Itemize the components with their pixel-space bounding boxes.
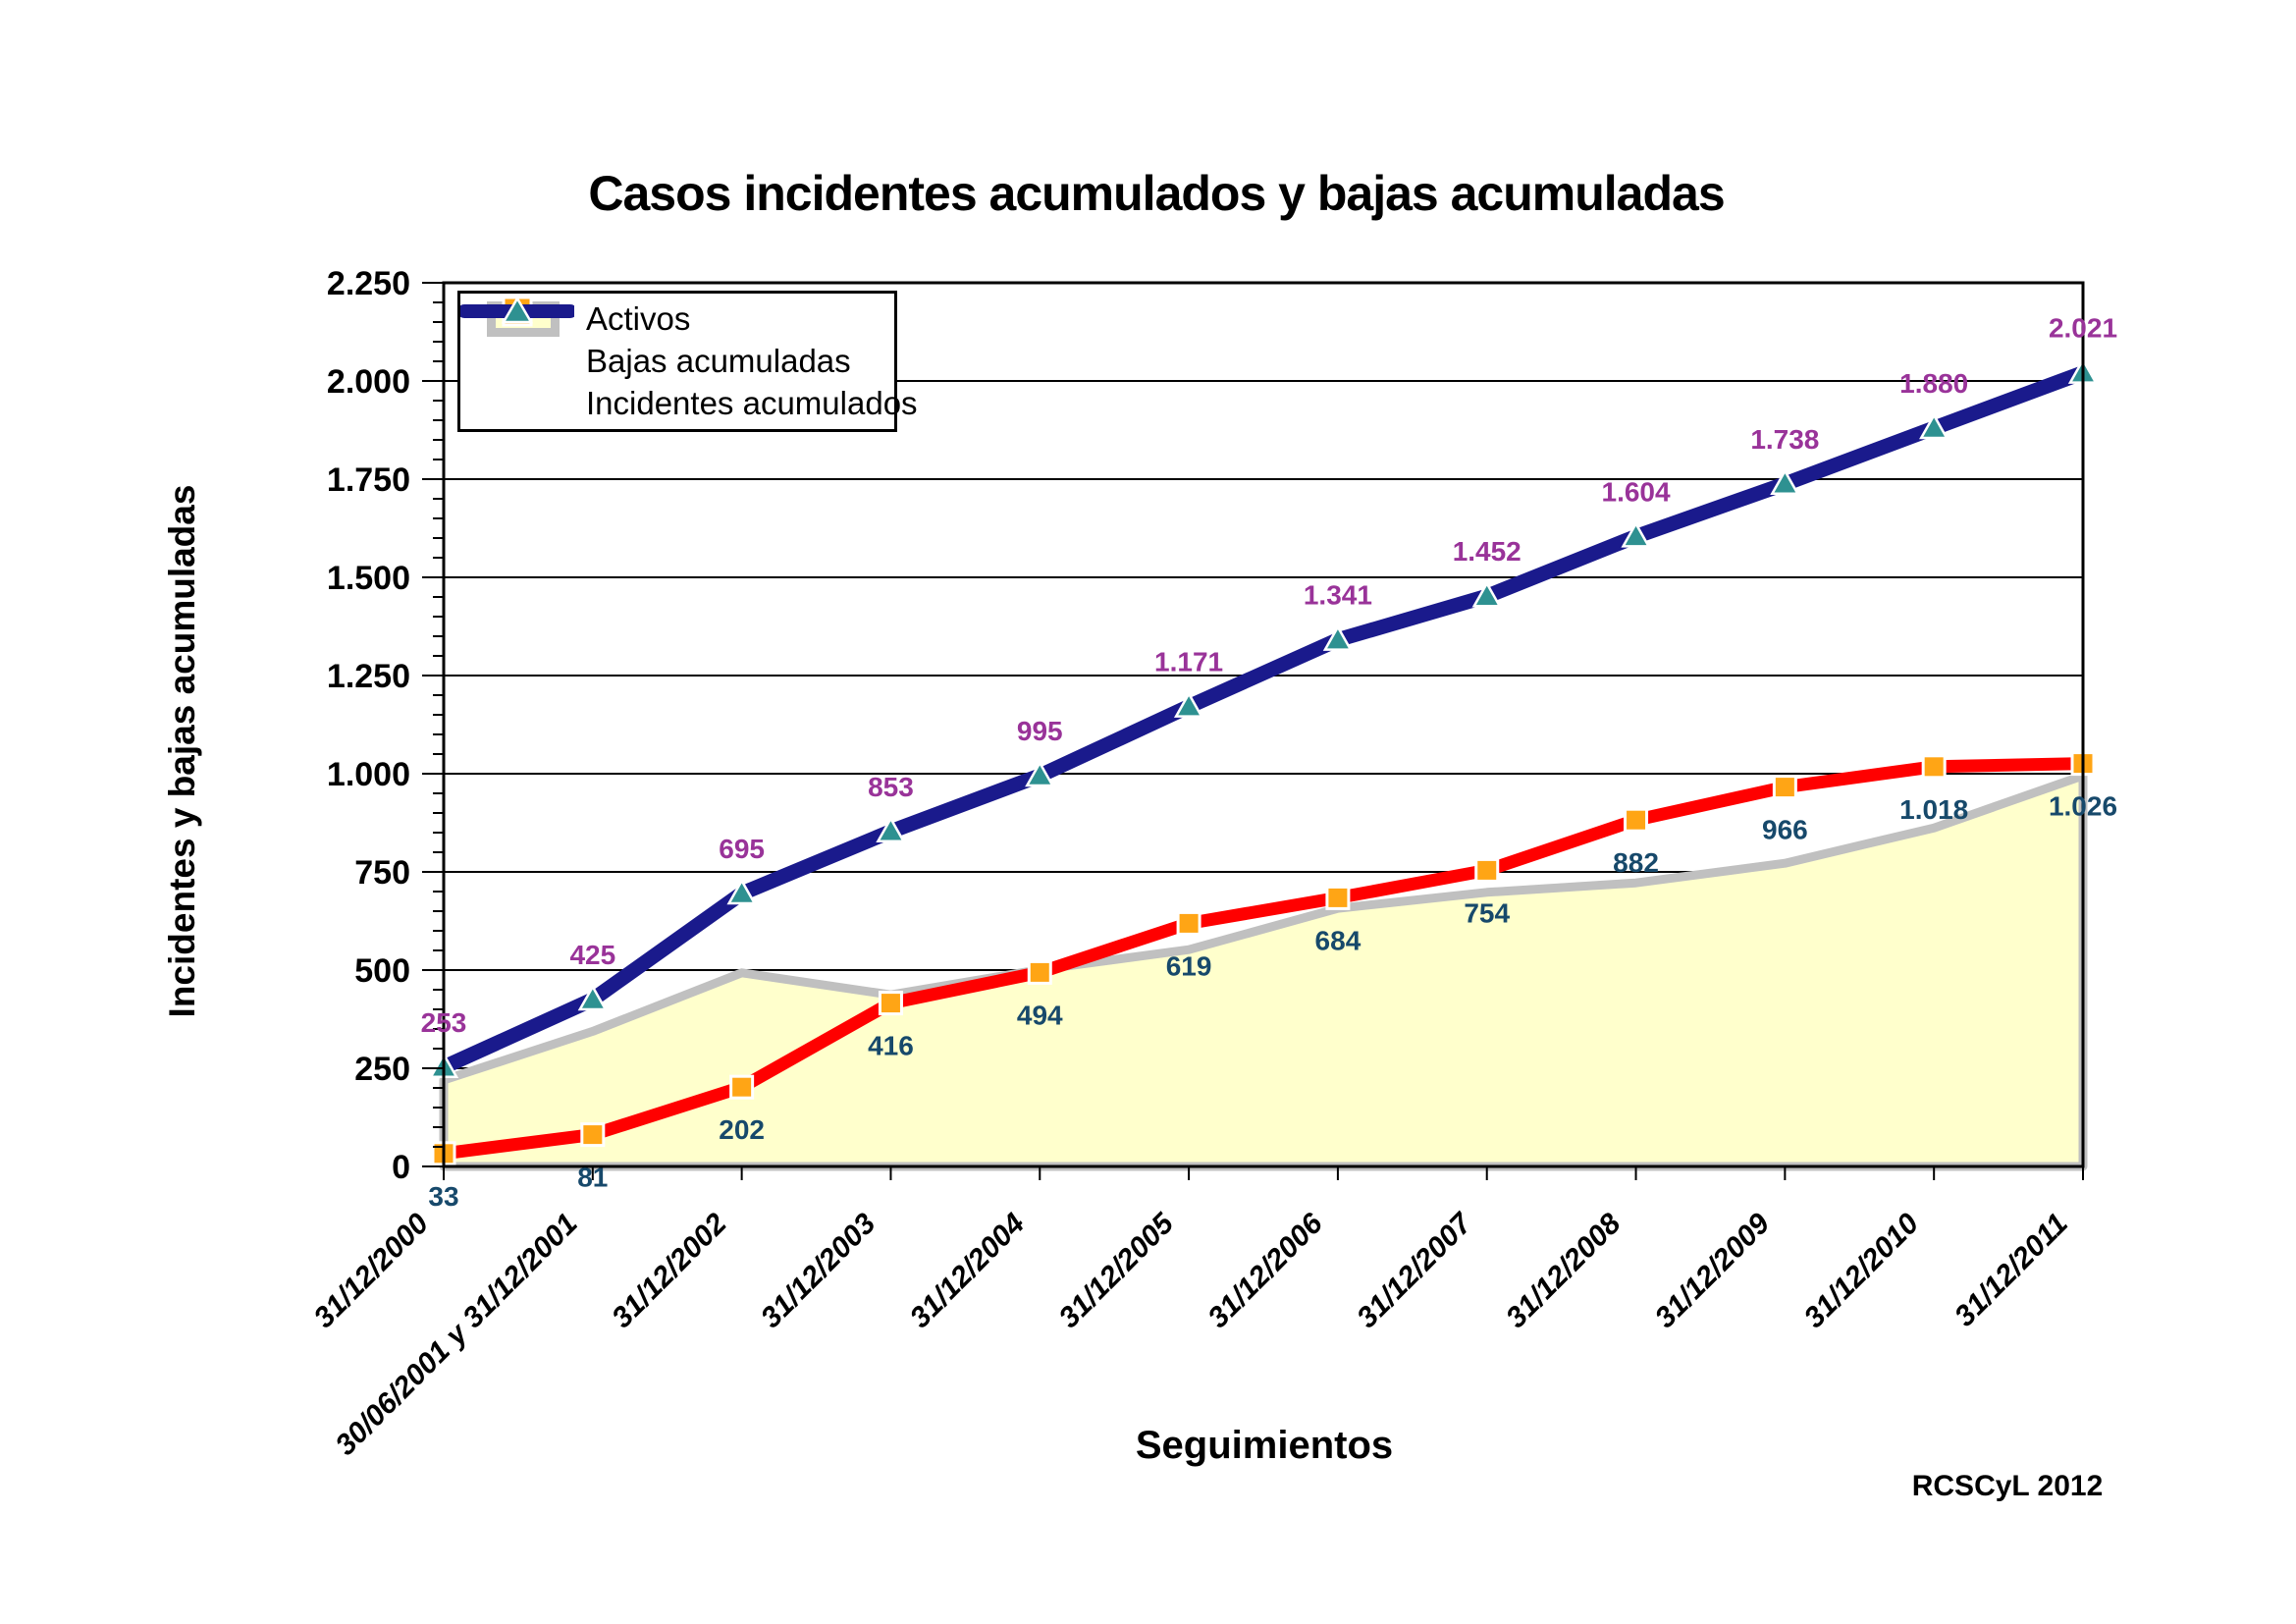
- incidentes-data-label: 253: [421, 1007, 467, 1038]
- bajas-data-label: 33: [428, 1181, 458, 1212]
- incidentes-data-label: 1.452: [1453, 536, 1522, 567]
- incidentes-data-label: 853: [868, 772, 914, 802]
- bajas-data-label: 202: [719, 1114, 765, 1145]
- y-tick-label: 2.000: [327, 363, 410, 401]
- y-tick-label: 1.750: [327, 461, 410, 499]
- x-tick-label: 31/12/2003: [755, 1207, 882, 1334]
- chart-title: Casos incidentes acumulados y bajas acum…: [588, 166, 1725, 221]
- incidentes-data-label: 1.738: [1750, 424, 1819, 455]
- incidentes-data-label: 1.880: [1899, 368, 1968, 399]
- y-tick-label: 250: [354, 1051, 410, 1088]
- incidentes-data-label: 695: [719, 834, 765, 864]
- x-tick-label: 31/12/2004: [904, 1207, 1032, 1334]
- x-tick-label: 31/12/2006: [1201, 1207, 1329, 1334]
- bajas-data-label: 494: [1017, 1000, 1063, 1030]
- incidentes-data-label: 995: [1017, 716, 1063, 746]
- bajas-data-label: 81: [577, 1163, 608, 1193]
- x-tick-label: 31/12/2000: [307, 1207, 435, 1334]
- bajas-data-label: 619: [1166, 950, 1212, 981]
- legend-item-incidentes: Incidentes acumulados: [460, 296, 918, 425]
- bajas-data-label: 754: [1464, 897, 1510, 928]
- x-tick-label: 31/12/2007: [1351, 1207, 1478, 1334]
- bajas-data-label: 1.018: [1899, 794, 1968, 825]
- y-axis-title: Incidentes y bajas acumuladas: [162, 484, 202, 1018]
- x-tick-label: 31/12/2005: [1053, 1207, 1181, 1334]
- legend-label: Activos: [586, 299, 691, 337]
- bajas-data-label: 684: [1315, 925, 1362, 955]
- x-tick-label: 31/12/2011: [1949, 1208, 2074, 1333]
- x-tick-label: 31/12/2010: [1798, 1207, 1926, 1334]
- y-tick-label: 1.250: [327, 658, 410, 695]
- credit-text: RCSCyL 2012: [1911, 1470, 2104, 1502]
- legend: Activos Bajas acumuladas Incidentes acum…: [457, 291, 918, 432]
- y-tick-label: 500: [354, 952, 410, 990]
- incidentes-data-label: 1.341: [1304, 580, 1372, 611]
- bajas-data-label: 882: [1613, 847, 1659, 878]
- y-tick-label: 2.250: [327, 265, 410, 302]
- x-tick-label: 31/12/2002: [606, 1207, 733, 1334]
- incidentes-data-label: 1.171: [1154, 647, 1223, 677]
- x-tick-label: 31/12/2008: [1500, 1207, 1628, 1334]
- bajas-data-label: 1.026: [2049, 791, 2117, 822]
- x-tick-label: 30/06/2001 y 31/12/2001: [330, 1208, 584, 1462]
- incidentes-data-label: 1.604: [1602, 476, 1671, 507]
- incidentes-data-label: 425: [569, 940, 615, 970]
- incidentes-data-label: 2.021: [2049, 313, 2117, 344]
- y-tick-label: 0: [392, 1149, 410, 1186]
- legend-label: Bajas acumuladas: [586, 342, 851, 379]
- y-tick-label: 1.500: [327, 560, 410, 597]
- legend-item-bajas: Bajas acumuladas: [460, 296, 894, 382]
- x-tick-label: 31/12/2009: [1649, 1207, 1777, 1334]
- legend-label: Incidentes acumulados: [586, 385, 918, 422]
- bajas-data-label: 966: [1762, 815, 1808, 845]
- bajas-data-label: 416: [868, 1031, 914, 1061]
- y-tick-label: 1.000: [327, 756, 410, 793]
- y-tick-label: 750: [354, 854, 410, 892]
- x-axis-title: Seguimientos: [1135, 1424, 1394, 1467]
